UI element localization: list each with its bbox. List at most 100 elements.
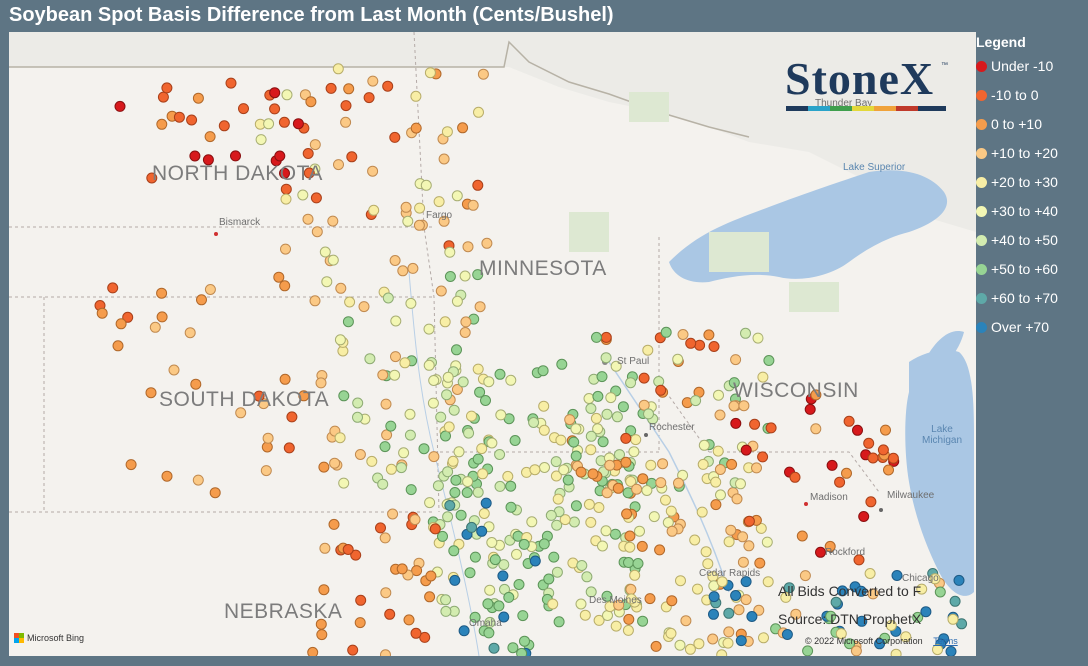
bid-marker[interactable] (559, 514, 571, 526)
bid-marker[interactable] (600, 331, 612, 343)
bid-marker[interactable] (621, 508, 633, 520)
bid-marker[interactable] (480, 395, 491, 406)
bid-marker[interactable] (476, 525, 488, 537)
bid-marker[interactable] (472, 486, 484, 498)
bid-marker[interactable] (653, 376, 665, 387)
bid-marker[interactable] (507, 642, 519, 654)
bid-marker[interactable] (260, 465, 272, 477)
bid-marker[interactable] (344, 296, 356, 308)
bid-marker[interactable] (617, 401, 629, 413)
bid-marker[interactable] (414, 202, 426, 214)
bid-marker[interactable] (883, 464, 894, 476)
bid-marker[interactable] (605, 392, 617, 404)
bid-marker[interactable] (761, 536, 773, 548)
bid-marker[interactable] (364, 353, 376, 365)
bid-marker[interactable] (529, 555, 541, 567)
bid-marker[interactable] (625, 476, 637, 487)
bid-marker[interactable] (279, 167, 290, 179)
legend-item-20-30[interactable]: +20 to +30 (976, 172, 1058, 192)
bid-marker[interactable] (765, 422, 777, 434)
bid-marker[interactable] (463, 427, 475, 439)
bid-marker[interactable] (568, 516, 580, 528)
bid-marker[interactable] (498, 611, 510, 623)
bid-marker[interactable] (367, 165, 379, 177)
bid-marker[interactable] (342, 544, 354, 555)
bid-marker[interactable] (655, 477, 667, 489)
bid-marker[interactable] (352, 397, 364, 409)
bid-marker[interactable] (384, 608, 396, 620)
bid-marker[interactable] (397, 265, 409, 277)
bid-marker[interactable] (638, 372, 650, 384)
bid-marker[interactable] (735, 635, 747, 647)
bid-marker[interactable] (660, 326, 672, 338)
bid-marker[interactable] (585, 586, 597, 598)
bid-marker[interactable] (743, 540, 755, 552)
bid-marker[interactable] (486, 437, 498, 449)
bid-marker[interactable] (685, 337, 697, 349)
bid-marker[interactable] (737, 531, 749, 543)
bid-marker[interactable] (934, 586, 946, 598)
bid-marker[interactable] (581, 571, 593, 583)
bid-marker[interactable] (385, 463, 397, 475)
bid-marker[interactable] (441, 126, 453, 138)
bid-marker[interactable] (457, 122, 469, 134)
bid-marker[interactable] (738, 400, 750, 412)
bid-marker[interactable] (757, 371, 769, 383)
bid-marker[interactable] (596, 371, 608, 383)
bid-marker[interactable] (600, 525, 612, 537)
bid-marker[interactable] (423, 323, 435, 335)
legend-item-neg10-0[interactable]: -10 to 0 (976, 85, 1038, 105)
bid-marker[interactable] (694, 339, 706, 351)
bid-marker[interactable] (625, 377, 637, 389)
bid-marker[interactable] (825, 610, 837, 622)
bid-marker[interactable] (591, 331, 602, 343)
bid-marker[interactable] (354, 449, 366, 460)
bid-marker[interactable] (592, 390, 604, 402)
bid-marker[interactable] (538, 538, 550, 550)
bid-marker[interactable] (583, 393, 595, 404)
bid-marker[interactable] (335, 282, 347, 294)
bid-marker[interactable] (332, 63, 344, 75)
bid-marker[interactable] (442, 511, 454, 523)
bid-marker[interactable] (328, 518, 340, 530)
bid-marker[interactable] (449, 487, 461, 498)
bid-marker[interactable] (728, 377, 740, 389)
bid-marker[interactable] (418, 443, 430, 455)
bid-marker[interactable] (114, 100, 126, 112)
bid-marker[interactable] (238, 103, 249, 115)
bid-marker[interactable] (303, 167, 315, 179)
bid-marker[interactable] (518, 538, 530, 550)
bid-marker[interactable] (411, 565, 423, 577)
bid-marker[interactable] (654, 544, 666, 556)
bid-marker[interactable] (763, 355, 775, 366)
bid-marker[interactable] (597, 540, 608, 552)
bid-marker[interactable] (576, 560, 588, 571)
bid-marker[interactable] (932, 644, 943, 656)
legend-item-60-70[interactable]: +60 to +70 (976, 288, 1058, 308)
bid-marker[interactable] (631, 483, 643, 495)
bid-marker[interactable] (462, 241, 474, 253)
bid-marker[interactable] (367, 75, 379, 87)
bid-marker[interactable] (645, 459, 657, 471)
bid-marker[interactable] (703, 329, 715, 341)
bid-marker[interactable] (107, 282, 119, 294)
bid-marker[interactable] (804, 403, 816, 415)
bid-marker[interactable] (482, 598, 494, 610)
bid-marker[interactable] (632, 558, 644, 569)
bid-marker[interactable] (637, 473, 649, 485)
bid-marker[interactable] (366, 455, 378, 467)
bid-marker[interactable] (435, 411, 447, 423)
bid-marker[interactable] (841, 467, 852, 479)
bid-marker[interactable] (184, 327, 196, 339)
bid-marker[interactable] (279, 373, 291, 385)
bid-marker[interactable] (399, 357, 411, 369)
bid-marker[interactable] (789, 471, 801, 483)
bid-marker[interactable] (660, 494, 671, 506)
bid-marker[interactable] (410, 90, 422, 102)
bid-marker[interactable] (474, 301, 486, 313)
bid-marker[interactable] (488, 642, 500, 654)
bid-marker[interactable] (740, 576, 752, 588)
bid-marker[interactable] (473, 106, 484, 118)
bid-marker[interactable] (230, 150, 241, 162)
bid-marker[interactable] (347, 644, 359, 656)
